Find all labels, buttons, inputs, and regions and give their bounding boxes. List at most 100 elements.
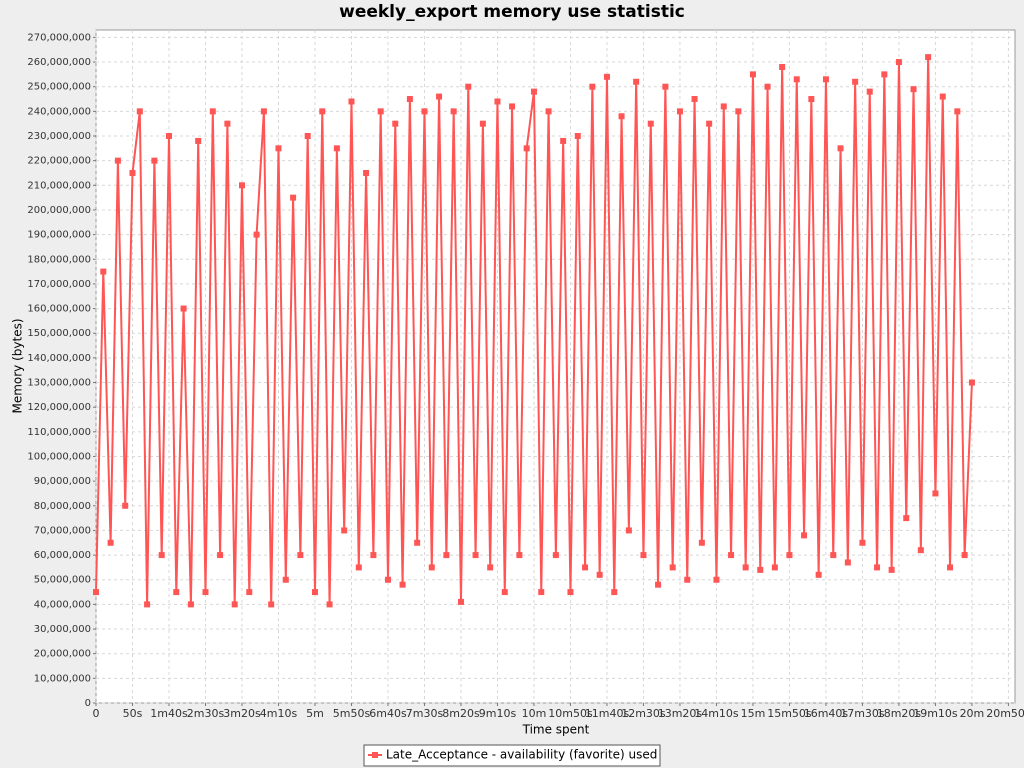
data-point bbox=[100, 268, 107, 275]
y-tick-label: 160,000,000 bbox=[27, 304, 91, 315]
x-axis-label: Time spent bbox=[522, 723, 590, 737]
data-point bbox=[392, 120, 399, 127]
data-point bbox=[436, 93, 443, 100]
y-tick-label: 70,000,000 bbox=[34, 525, 91, 536]
y-tick-label: 220,000,000 bbox=[27, 156, 91, 167]
data-point bbox=[202, 589, 209, 596]
data-point bbox=[530, 88, 537, 95]
x-tick-label: 19m10s bbox=[913, 707, 958, 720]
data-point bbox=[107, 539, 114, 546]
x-tick-label: 4m10s bbox=[260, 707, 298, 720]
data-point bbox=[633, 78, 640, 85]
x-tick-label: 18m20s bbox=[877, 707, 922, 720]
data-point bbox=[465, 83, 472, 90]
x-tick-label: 1m40s bbox=[150, 707, 188, 720]
data-point bbox=[457, 598, 464, 605]
legend-marker bbox=[372, 752, 378, 758]
data-point bbox=[676, 108, 683, 115]
y-tick-label: 180,000,000 bbox=[27, 254, 91, 265]
data-point bbox=[297, 552, 304, 559]
y-tick-label: 190,000,000 bbox=[27, 230, 91, 241]
data-point bbox=[326, 601, 333, 608]
y-tick-label: 100,000,000 bbox=[27, 451, 91, 462]
data-point bbox=[144, 601, 151, 608]
x-tick-label: 20m bbox=[960, 707, 985, 720]
data-point bbox=[122, 502, 129, 509]
data-point bbox=[246, 589, 253, 596]
data-point bbox=[173, 589, 180, 596]
x-tick-label: 13m20s bbox=[658, 707, 703, 720]
data-point bbox=[728, 552, 735, 559]
x-tick-label: 15m bbox=[741, 707, 766, 720]
data-point bbox=[472, 552, 479, 559]
data-point bbox=[655, 581, 662, 588]
x-tick-label: 16m40s bbox=[804, 707, 849, 720]
data-point bbox=[582, 564, 589, 571]
data-point bbox=[954, 108, 961, 115]
data-point bbox=[406, 96, 413, 103]
y-tick-label: 80,000,000 bbox=[34, 501, 91, 512]
x-tick-label: 7m30s bbox=[406, 707, 444, 720]
y-tick-label: 140,000,000 bbox=[27, 353, 91, 364]
y-tick-label: 110,000,000 bbox=[27, 427, 91, 438]
data-point bbox=[684, 576, 691, 583]
y-tick-label: 150,000,000 bbox=[27, 328, 91, 339]
data-point bbox=[895, 59, 902, 66]
data-point bbox=[574, 133, 581, 140]
data-point bbox=[384, 576, 391, 583]
data-point bbox=[662, 83, 669, 90]
data-point bbox=[640, 552, 647, 559]
data-point bbox=[735, 108, 742, 115]
y-tick-label: 60,000,000 bbox=[34, 550, 91, 561]
data-point bbox=[165, 133, 172, 140]
x-tick-label: 0 bbox=[93, 707, 100, 720]
data-point bbox=[304, 133, 311, 140]
x-tick-label: 9m10s bbox=[479, 707, 517, 720]
data-point bbox=[968, 379, 975, 386]
y-axis-label: Memory (bytes) bbox=[11, 318, 25, 413]
data-point bbox=[837, 145, 844, 152]
data-point bbox=[844, 559, 851, 566]
legend-box bbox=[363, 744, 661, 767]
y-tick-label: 240,000,000 bbox=[27, 106, 91, 117]
x-tick-label: 14m10s bbox=[694, 707, 739, 720]
data-point bbox=[268, 601, 275, 608]
y-tick-label: 270,000,000 bbox=[27, 32, 91, 43]
data-point bbox=[603, 73, 610, 80]
data-point bbox=[136, 108, 143, 115]
data-point bbox=[282, 576, 289, 583]
x-tick-label: 17m30s bbox=[840, 707, 885, 720]
y-tick-label: 40,000,000 bbox=[34, 599, 91, 610]
data-point bbox=[815, 571, 822, 578]
data-point bbox=[545, 108, 552, 115]
data-point bbox=[129, 169, 136, 176]
x-tick-label: 6m40s bbox=[369, 707, 407, 720]
data-point bbox=[450, 108, 457, 115]
y-tick-label: 50,000,000 bbox=[34, 575, 91, 586]
data-point bbox=[917, 547, 924, 554]
data-point bbox=[311, 589, 318, 596]
data-point bbox=[939, 93, 946, 100]
data-point bbox=[560, 137, 567, 144]
data-point bbox=[224, 120, 231, 127]
data-point bbox=[260, 108, 267, 115]
data-point bbox=[720, 103, 727, 110]
data-point bbox=[742, 564, 749, 571]
data-point bbox=[852, 78, 859, 85]
data-point bbox=[516, 552, 523, 559]
data-point bbox=[822, 76, 829, 83]
data-point bbox=[275, 145, 282, 152]
data-point bbox=[801, 532, 808, 539]
data-point bbox=[333, 145, 340, 152]
data-point bbox=[158, 552, 165, 559]
data-point bbox=[487, 564, 494, 571]
data-point bbox=[589, 83, 596, 90]
data-point bbox=[399, 581, 406, 588]
data-point bbox=[341, 527, 348, 534]
data-point bbox=[209, 108, 216, 115]
x-tick-label: 10m bbox=[522, 707, 547, 720]
data-point bbox=[421, 108, 428, 115]
data-point bbox=[749, 71, 756, 78]
data-point bbox=[501, 589, 508, 596]
x-tick-label: 5m50s bbox=[333, 707, 371, 720]
